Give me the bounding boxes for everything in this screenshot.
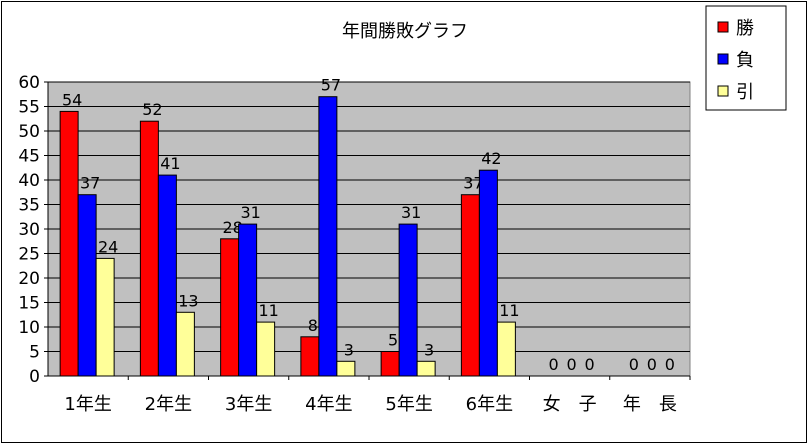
legend-swatch (717, 85, 729, 97)
category-label: 3年生 (225, 394, 272, 415)
y-tick-label: 35 (18, 196, 40, 216)
plot-area: 0510152025303540455055605437241年生5241132… (18, 73, 691, 415)
bar (336, 360, 356, 377)
bar (220, 238, 240, 377)
bar (380, 351, 400, 377)
bar (496, 321, 516, 377)
category-label: 2年生 (145, 394, 192, 415)
data-label: 8 (308, 316, 318, 335)
bar (95, 257, 115, 377)
category-label: 5年生 (385, 394, 432, 415)
bar (139, 120, 159, 377)
data-label: 11 (499, 301, 519, 320)
legend: 勝負引 (705, 5, 787, 111)
bar (256, 321, 276, 377)
data-label: 13 (178, 291, 198, 310)
data-label: 42 (481, 149, 501, 168)
bar (318, 96, 338, 377)
legend-label: 負 (736, 50, 754, 71)
y-tick-label: 50 (18, 122, 40, 142)
data-label: 54 (62, 90, 82, 109)
bar (175, 311, 195, 377)
category-label: 女 子 (543, 394, 597, 415)
bar (77, 194, 97, 377)
y-tick-label: 20 (18, 269, 40, 289)
bar (238, 223, 258, 377)
y-tick-label: 10 (18, 318, 40, 338)
legend-label: 引 (736, 82, 754, 103)
y-tick-label: 55 (18, 98, 40, 118)
data-label: 0 (549, 355, 559, 374)
data-label: 3 (344, 340, 354, 359)
data-label: 11 (258, 301, 278, 320)
legend-swatch (717, 53, 729, 65)
y-tick-label: 60 (18, 73, 40, 93)
chart-title: 年間勝敗グラフ (342, 21, 468, 42)
data-label: 24 (98, 237, 118, 256)
y-tick-label: 25 (18, 245, 40, 265)
data-label: 28 (222, 218, 242, 237)
data-label: 37 (463, 174, 483, 193)
category-label: 1年生 (64, 394, 111, 415)
data-label: 41 (160, 154, 180, 173)
bar (300, 336, 320, 377)
y-tick-label: 40 (18, 171, 40, 191)
bar (59, 110, 79, 377)
bar (478, 169, 498, 377)
data-label: 0 (585, 355, 595, 374)
data-label: 0 (665, 355, 675, 374)
data-label: 3 (424, 340, 434, 359)
data-label: 52 (142, 100, 162, 119)
bar (157, 174, 177, 377)
y-tick-label: 30 (18, 220, 40, 240)
category-label: 年 長 (623, 394, 677, 415)
y-tick-label: 5 (29, 343, 40, 363)
legend-label: 勝 (736, 18, 754, 39)
data-label: 31 (401, 203, 421, 222)
category-label: 6年生 (466, 394, 513, 415)
data-label: 5 (388, 331, 398, 350)
data-label: 31 (240, 203, 260, 222)
bar (460, 194, 480, 377)
data-label: 0 (567, 355, 577, 374)
legend-swatch (717, 21, 729, 33)
y-tick-label: 45 (18, 147, 40, 167)
y-tick-label: 0 (29, 367, 40, 387)
bar (416, 360, 436, 377)
y-tick-label: 15 (18, 294, 40, 314)
data-label: 37 (80, 174, 100, 193)
data-label: 0 (647, 355, 657, 374)
data-label: 57 (321, 76, 341, 95)
data-label: 0 (629, 355, 639, 374)
category-label: 4年生 (305, 394, 352, 415)
bar (398, 223, 418, 377)
